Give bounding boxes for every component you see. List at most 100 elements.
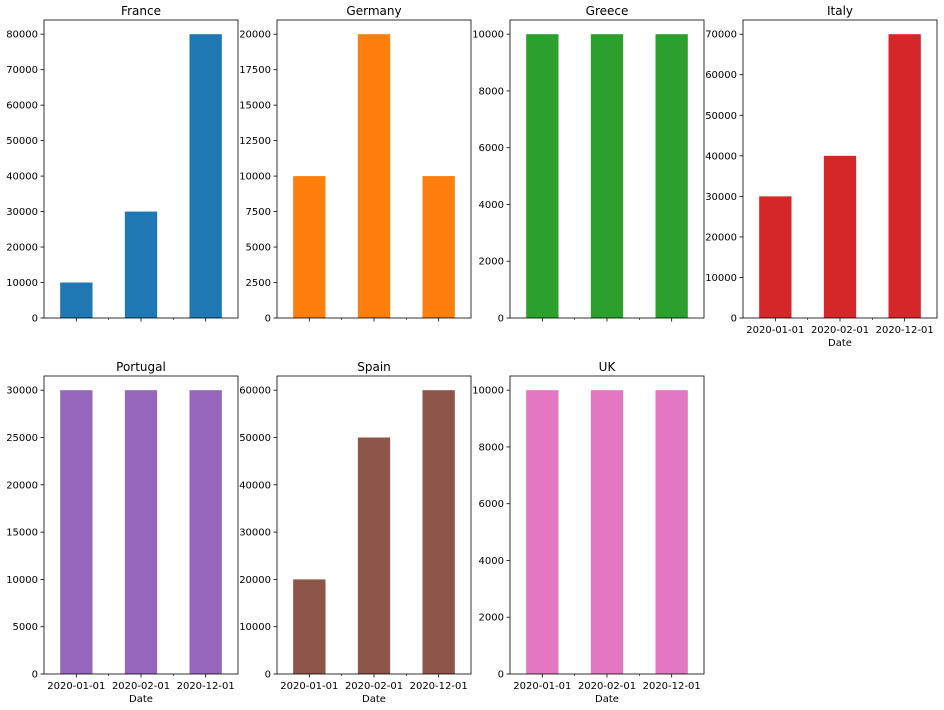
subplot-title: Greece (586, 4, 629, 18)
subplot-italy: Italy 0 10000 20000 30000 40000 50000 60000 7000… (705, 4, 938, 349)
y-tick-label: 80000 (6, 30, 38, 41)
y-tick-label: 40000 (239, 480, 271, 491)
subplot-title: Italy (827, 4, 853, 18)
y-tick-label: 0 (32, 670, 38, 681)
bar-uk-2 (590, 390, 624, 674)
subplot-title: Germany (346, 4, 401, 18)
y-tick-label: 2500 (246, 278, 271, 289)
y-tick-label: 15000 (239, 101, 271, 112)
y-tick-label: 17500 (239, 65, 271, 76)
y-tick-label: 12500 (239, 136, 271, 147)
y-tick-label: 10000 (705, 273, 737, 284)
y-tick-label: 10000 (472, 386, 504, 397)
y-tick-label: 20000 (6, 243, 38, 254)
y-tick-label: 70000 (705, 30, 737, 41)
bar-portugal-2 (124, 390, 158, 674)
y-tick-label: 20000 (239, 575, 271, 586)
y-tick-label: 30000 (6, 386, 38, 397)
y-tick-label: 2000 (479, 613, 504, 624)
y-tick-label: 0 (498, 670, 504, 681)
bar-spain-1 (293, 579, 326, 674)
y-tick-label: 20000 (705, 232, 737, 243)
bar-portugal-3 (189, 390, 222, 674)
y-tick-label: 20000 (6, 480, 38, 491)
subplot-germany: Germany 0 2500 5000 7500 10000 12500 15000 17500… (239, 4, 472, 325)
y-tick-label: 25000 (6, 433, 38, 444)
x-axis-label: Date (828, 338, 852, 349)
bar-germany-3 (422, 176, 455, 318)
y-tick-label: 0 (731, 314, 737, 325)
y-tick-label: 8000 (479, 442, 504, 453)
bar-france-2 (124, 211, 158, 318)
y-tick-label: 8000 (479, 86, 504, 97)
x-axis-label: Date (362, 694, 386, 705)
y-tick-label: 10000 (6, 575, 38, 586)
x-tick-label: 2020-12-01 (876, 325, 934, 336)
x-tick-label: 2020-02-01 (811, 325, 869, 336)
subplot-greece: Greece 0 2000 4000 6000 8000 10000 (472, 4, 705, 325)
y-tick-label: 50000 (705, 111, 737, 122)
subplot-title: Portugal (116, 360, 166, 374)
x-tick-label: 2020-01-01 (746, 325, 804, 336)
bar-spain-2 (357, 437, 391, 674)
x-tick-label: 2020-01-01 (280, 681, 338, 692)
x-tick-label: 2020-02-01 (345, 681, 403, 692)
x-axis-label: Date (129, 694, 153, 705)
subplot-title: UK (599, 360, 617, 374)
y-tick-label: 20000 (239, 30, 271, 41)
y-tick-label: 30000 (6, 207, 38, 218)
y-tick-label: 5000 (246, 243, 271, 254)
y-tick-label: 30000 (239, 528, 271, 539)
y-tick-label: 10000 (239, 172, 271, 183)
bar-uk-3 (655, 390, 688, 674)
y-tick-label: 5000 (13, 622, 38, 633)
x-tick-label: 2020-01-01 (513, 681, 571, 692)
bar-spain-3 (422, 390, 455, 674)
y-tick-label: 50000 (239, 433, 271, 444)
x-tick-label: 2020-12-01 (177, 681, 235, 692)
y-tick-label: 6000 (479, 499, 504, 510)
subplot-portugal: Portugal 0 5000 10000 15000 20000 25000 30000 20… (6, 360, 239, 705)
y-tick-label: 2000 (479, 257, 504, 268)
y-tick-label: 0 (498, 314, 504, 325)
y-tick-label: 60000 (239, 386, 271, 397)
y-tick-label: 40000 (6, 172, 38, 183)
bar-greece-1 (526, 34, 559, 318)
y-tick-label: 0 (32, 314, 38, 325)
bar-uk-1 (526, 390, 559, 674)
y-tick-label: 50000 (6, 136, 38, 147)
y-tick-label: 0 (265, 314, 271, 325)
y-tick-label: 30000 (705, 192, 737, 203)
bar-france-3 (189, 34, 222, 318)
bar-italy-1 (759, 196, 792, 318)
y-tick-label: 0 (265, 670, 271, 681)
bar-germany-1 (293, 176, 326, 318)
subplot-spain: Spain 0 10000 20000 30000 40000 50000 60000 2020… (239, 360, 472, 705)
subplot-title: Spain (357, 360, 391, 374)
bar-portugal-1 (60, 390, 93, 674)
bar-italy-3 (888, 34, 921, 318)
bar-italy-2 (823, 155, 857, 318)
x-axis-label: Date (595, 694, 619, 705)
y-tick-label: 10000 (472, 30, 504, 41)
y-tick-label: 60000 (705, 70, 737, 81)
bar-germany-2 (357, 34, 391, 318)
y-tick-label: 70000 (6, 65, 38, 76)
subplot-title: France (121, 4, 161, 18)
y-tick-label: 15000 (6, 528, 38, 539)
x-tick-label: 2020-12-01 (410, 681, 468, 692)
subplot-france: France 0 10000 20000 30000 40000 50000 60000 700… (6, 4, 239, 325)
bar-greece-2 (590, 34, 624, 318)
subplot-uk: UK 0 2000 4000 6000 8000 10000 2020-01-01 2020-0… (472, 360, 705, 705)
y-tick-label: 40000 (705, 151, 737, 162)
x-tick-label: 2020-01-01 (47, 681, 105, 692)
y-tick-label: 60000 (6, 101, 38, 112)
y-tick-label: 6000 (479, 143, 504, 154)
y-tick-label: 4000 (479, 200, 504, 211)
y-tick-label: 4000 (479, 556, 504, 567)
x-tick-label: 2020-12-01 (643, 681, 701, 692)
x-tick-label: 2020-02-01 (112, 681, 170, 692)
x-tick-label: 2020-02-01 (578, 681, 636, 692)
bar-france-1 (60, 282, 93, 318)
